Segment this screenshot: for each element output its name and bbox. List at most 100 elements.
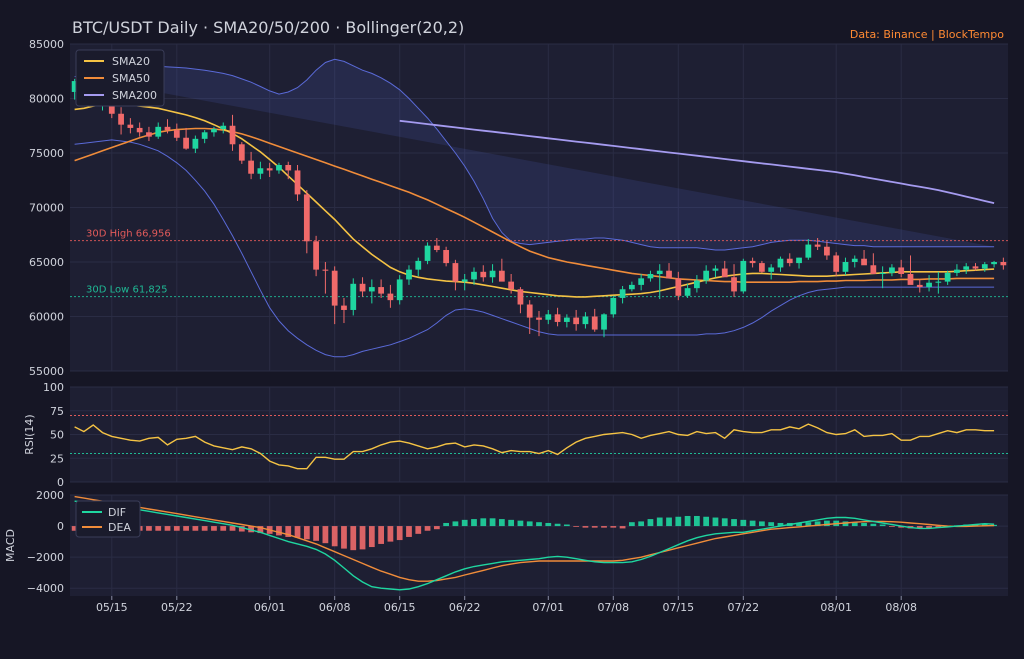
- candle-body: [786, 258, 793, 264]
- date-tick-label: 05/15: [96, 601, 128, 614]
- macd-hist-bar: [972, 524, 979, 527]
- macd-hist-bar: [406, 526, 412, 537]
- macd-tick-label: 2000: [36, 489, 64, 502]
- macd-hist-bar: [443, 522, 450, 527]
- candle-body: [684, 288, 691, 296]
- macd-hist-bar: [703, 516, 710, 527]
- candle-body: [879, 272, 886, 274]
- candle-body: [331, 270, 338, 306]
- candle-body: [136, 127, 143, 133]
- rsi-axis-label: RSI(14): [23, 414, 36, 454]
- macd-hist-bar: [424, 526, 431, 531]
- candle-body: [740, 260, 747, 292]
- candle-body: [396, 279, 403, 301]
- macd-hist-bar: [433, 526, 440, 530]
- macd-axis-label: MACD: [4, 529, 17, 562]
- macd-hist-bar: [805, 522, 812, 527]
- macd-hist-bar: [248, 526, 254, 533]
- legend-label: SMA200: [112, 89, 157, 102]
- date-tick-label: 07/15: [662, 601, 694, 614]
- macd-hist-bar: [573, 526, 580, 527]
- candle-body: [183, 137, 189, 149]
- dif-line: [74, 500, 995, 591]
- macd-hist-bar: [183, 526, 189, 531]
- candle-body: [118, 113, 124, 125]
- candle-body: [406, 269, 412, 280]
- candle-body: [526, 304, 533, 318]
- macd-hist-bar: [341, 526, 347, 549]
- macd-hist-bar: [211, 526, 217, 531]
- macd-hist-bar: [824, 520, 830, 527]
- macd-hist-bar: [656, 517, 663, 527]
- candle-body: [824, 246, 830, 256]
- candle-body: [898, 267, 905, 274]
- macd-hist-bar: [721, 518, 728, 527]
- candle-body: [656, 270, 663, 274]
- candle-body: [777, 258, 784, 268]
- price-tick-label: 70000: [29, 202, 64, 215]
- macd-hist-bar: [359, 526, 366, 550]
- legend-label: SMA20: [112, 55, 150, 68]
- candle-body: [870, 265, 877, 274]
- candle-body: [638, 278, 645, 285]
- candle-body: [861, 258, 867, 266]
- candle-body: [433, 245, 440, 251]
- rsi-tick-label: 50: [50, 429, 64, 442]
- candle-body: [944, 272, 951, 282]
- legend-label: DEA: [108, 521, 131, 534]
- price-tick-label: 80000: [29, 93, 64, 106]
- macd-hist-bar: [591, 526, 598, 528]
- candle-body: [480, 271, 487, 278]
- candle-body: [517, 289, 524, 305]
- macd-hist-bar: [146, 526, 152, 531]
- macd-hist-bar: [916, 526, 923, 529]
- macd-hist-bar: [768, 522, 775, 527]
- macd-hist-bar: [694, 515, 700, 527]
- macd-hist-bar: [396, 526, 403, 541]
- candle-body: [619, 289, 626, 298]
- candle-body: [628, 284, 635, 290]
- rsi-tick-label: 100: [43, 381, 64, 394]
- candle-body: [71, 81, 78, 92]
- macd-hist-bar: [229, 526, 236, 531]
- candle-body: [387, 293, 394, 301]
- candle-body: [814, 244, 821, 247]
- candle-body: [796, 257, 802, 264]
- price-legend-box: [75, 49, 165, 107]
- macd-hist-bar: [368, 526, 375, 548]
- macd-hist-bar: [619, 526, 626, 529]
- candle-body: [591, 316, 598, 330]
- date-tick-label: 08/01: [820, 601, 852, 614]
- macd-hist-bar: [638, 521, 645, 527]
- candle-body: [341, 305, 347, 310]
- candle-body: [276, 164, 282, 171]
- candle-body: [963, 266, 970, 270]
- candle-body: [238, 144, 245, 161]
- macd-hist-bar: [313, 526, 319, 541]
- bollinger-lower-line: [74, 139, 995, 358]
- candle-body: [712, 268, 719, 271]
- macd-hist-bar: [387, 526, 394, 542]
- macd-hist-bar: [851, 522, 858, 527]
- macd-hist-bar: [935, 526, 942, 528]
- candle-body: [907, 273, 914, 285]
- candle-body: [248, 160, 254, 174]
- candle-body: [322, 269, 329, 271]
- price-tick-label: 60000: [29, 311, 64, 324]
- macd-hist-bar: [220, 526, 227, 531]
- macd-hist-bar: [331, 526, 338, 547]
- candle-body: [991, 262, 997, 265]
- macd-hist-bar: [554, 523, 561, 527]
- date-tick-label: 06/01: [254, 601, 286, 614]
- macd-hist-bar: [563, 524, 570, 527]
- macd-hist-bar: [777, 522, 784, 527]
- macd-hist-bar: [749, 520, 756, 527]
- candle-body: [768, 267, 775, 272]
- candle-body: [805, 244, 812, 258]
- macd-hist-bar: [257, 526, 264, 534]
- candle-body: [508, 281, 515, 290]
- sma20-line: [74, 102, 995, 298]
- macd-hist-bar: [378, 526, 384, 544]
- macd-tick-label: 0: [57, 520, 64, 533]
- macd-hist-bar: [164, 526, 171, 531]
